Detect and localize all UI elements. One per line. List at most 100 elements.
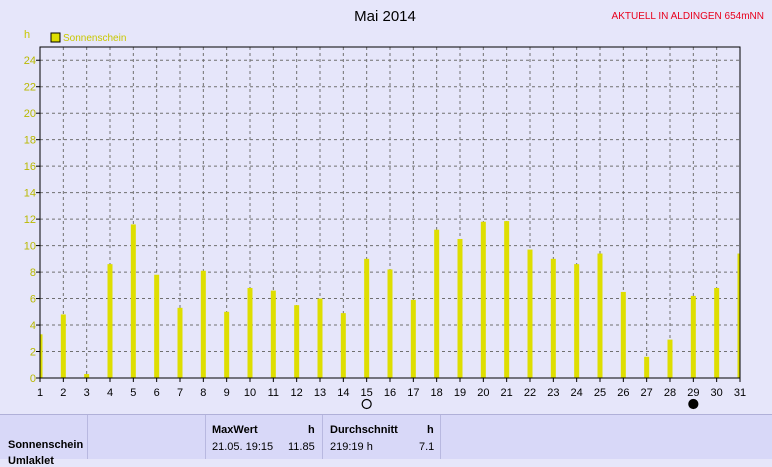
x-axis-ticks: 1 2 3 4 5 6 7 8 9 10 11 12 13 14 15 16 17 18 19 20 21 22 23 24 2… — [37, 378, 746, 399]
x-tick-label: 20 — [477, 387, 489, 399]
bar — [667, 339, 673, 378]
summary-spare-cell — [441, 415, 772, 459]
bar — [200, 270, 206, 378]
bar — [620, 291, 626, 378]
x-tick-label: 15 — [361, 387, 373, 399]
x-tick-label: 26 — [617, 387, 629, 399]
x-tick-label: 29 — [687, 387, 699, 399]
avg-value: 7.1 — [419, 441, 435, 453]
bar — [60, 314, 66, 378]
summary-avg-cell: Durchschnitt h 219:19 h 7.1 — [323, 415, 441, 459]
max-unit: h — [308, 424, 315, 436]
bar — [527, 249, 533, 378]
y-tick-label: 0 — [30, 373, 36, 385]
y-tick-label: 6 — [30, 294, 36, 306]
summary-table: Sonnenschein Umlaklet MaxWert h 21.05. 1… — [0, 414, 772, 467]
bar — [317, 298, 323, 378]
bar — [387, 269, 393, 378]
x-tick-label: 21 — [501, 387, 513, 399]
bar — [177, 307, 183, 378]
avg-unit: h — [427, 424, 434, 436]
x-tick-label: 13 — [314, 387, 326, 399]
y-tick-label: 10 — [24, 241, 36, 253]
bar — [480, 221, 486, 378]
bar — [504, 221, 510, 378]
bar — [434, 229, 440, 378]
summary-label-cell: Sonnenschein Umlaklet — [0, 415, 88, 467]
bar — [270, 290, 276, 378]
x-tick-label: 7 — [177, 387, 183, 399]
x-tick-label: 19 — [454, 387, 466, 399]
moon-phases — [361, 398, 699, 410]
bar — [247, 287, 253, 378]
y-tick-label: 8 — [30, 267, 36, 279]
chart-title: Mai 2014 — [354, 8, 416, 25]
bar — [644, 356, 650, 378]
max-date-time: 21.05. 19:15 — [212, 441, 274, 453]
max-header: MaxWert — [212, 424, 258, 436]
x-tick-label: 2 — [60, 387, 66, 399]
y-tick-label: 18 — [24, 135, 36, 147]
y-tick-label: 24 — [24, 55, 36, 67]
bar — [154, 274, 160, 378]
chart: Mai 2014 AKTUELL IN ALDINGEN 654mNN h So… — [24, 8, 764, 410]
x-tick-label: 6 — [154, 387, 160, 399]
bar — [340, 313, 346, 378]
new-moon-icon — [688, 398, 699, 410]
summary-row-label: Sonnenschein — [8, 439, 84, 451]
legend-swatch — [50, 32, 61, 43]
x-tick-label: 10 — [244, 387, 256, 399]
full-moon-icon — [361, 398, 372, 410]
x-tick-label: 27 — [641, 387, 653, 399]
x-tick-label: 18 — [431, 387, 443, 399]
bar — [410, 299, 416, 378]
x-tick-label: 16 — [384, 387, 396, 399]
y-axis-unit: h — [24, 29, 30, 41]
x-tick-label: 3 — [84, 387, 90, 399]
bar — [40, 334, 43, 378]
bar — [130, 224, 136, 378]
grid — [40, 47, 740, 378]
avg-total: 219:19 h — [330, 441, 373, 453]
bar — [737, 253, 740, 378]
bar — [597, 253, 603, 378]
bar — [574, 264, 580, 378]
avg-header: Durchschnitt — [330, 424, 398, 436]
x-tick-label: 14 — [337, 387, 349, 399]
x-tick-label: 4 — [107, 387, 113, 399]
bar — [294, 305, 300, 378]
max-value: 11.85 — [288, 441, 315, 453]
y-tick-label: 16 — [24, 161, 36, 173]
x-tick-label: 23 — [547, 387, 559, 399]
x-tick-label: 30 — [711, 387, 723, 399]
x-tick-label: 31 — [734, 387, 746, 399]
x-tick-label: 25 — [594, 387, 606, 399]
y-tick-label: 14 — [24, 188, 36, 200]
bar — [457, 238, 463, 378]
bar — [714, 287, 720, 378]
x-tick-label: 22 — [524, 387, 536, 399]
legend-label: Sonnenschein — [63, 33, 126, 44]
bar — [690, 295, 696, 378]
x-tick-label: 17 — [407, 387, 419, 399]
x-tick-label: 11 — [268, 387, 279, 399]
summary-row-label-2: Umlaklet — [8, 455, 54, 467]
y-tick-label: 2 — [30, 347, 36, 359]
x-tick-label: 9 — [224, 387, 230, 399]
x-tick-label: 28 — [664, 387, 676, 399]
x-tick-label: 1 — [37, 387, 43, 399]
plot-frame — [39, 46, 741, 379]
summary-empty-cell — [88, 415, 206, 459]
y-tick-label: 4 — [30, 320, 36, 332]
bar — [84, 374, 90, 378]
y-tick-label: 22 — [24, 82, 36, 94]
y-tick-label: 20 — [24, 108, 36, 120]
bar — [224, 311, 230, 378]
bar — [107, 264, 113, 378]
x-tick-label: 5 — [130, 387, 136, 399]
x-tick-label: 12 — [291, 387, 303, 399]
x-tick-label: 24 — [571, 387, 583, 399]
station-label: AKTUELL IN ALDINGEN 654mNN — [612, 11, 764, 22]
y-tick-label: 12 — [24, 214, 36, 226]
